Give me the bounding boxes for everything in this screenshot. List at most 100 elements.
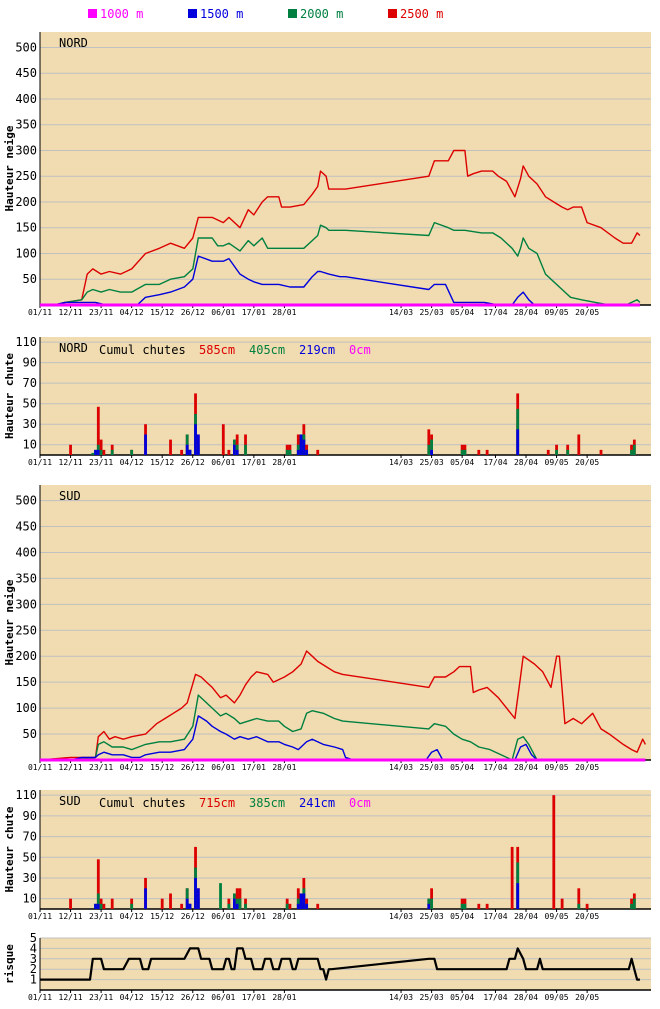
bar-2000 [285,449,289,455]
bar-2500 [180,449,184,455]
y-tick-label: 450 [15,66,37,80]
x-tick-label: 17/01 [242,308,266,317]
x-tick-label: 05/04 [450,912,474,921]
y-tick-label: 100 [15,701,37,715]
bar-2500 [180,903,184,909]
cumul-total: 0cm [349,796,371,810]
x-tick-label: 04/12 [120,912,144,921]
bar-2500 [485,449,489,455]
plot-area [40,938,651,990]
cumul-total: 585cm [199,343,235,357]
bar-2500 [546,449,550,455]
bar-1500 [185,444,189,455]
legend-swatch [88,9,97,18]
bar-2500 [585,903,589,909]
x-tick-label: 25/03 [420,993,444,1002]
series-line-2000m [40,221,641,306]
x-tick-label: 17/04 [483,308,507,317]
bar-1500 [235,903,239,909]
bar-1500 [305,903,309,909]
bar-2500 [463,898,467,909]
bar-2500 [221,424,225,455]
x-tick-label: 15/12 [150,993,174,1002]
x-tick-label: 15/12 [150,912,174,921]
x-tick-label: 01/11 [28,912,52,921]
x-tick-label: 20/05 [575,993,599,1002]
x-tick-label: 28/04 [514,763,538,772]
x-tick-label: 25/03 [420,458,444,467]
x-tick-label: 09/05 [545,458,569,467]
x-tick-label: 26/12 [181,458,205,467]
y-tick-label: 250 [15,623,37,637]
x-tick-label: 28/01 [272,763,296,772]
y-tick-label: 5 [30,931,37,945]
x-tick-label: 14/03 [389,763,413,772]
bar-2500 [96,406,100,455]
x-tick-label: 17/04 [483,763,507,772]
x-tick-label: 23/11 [89,993,113,1002]
y-tick-label: 70 [23,376,37,390]
y-tick-label: 3 [30,952,37,966]
y-axis-label: risque [3,944,16,984]
bar-1500 [194,424,197,455]
bar-2000 [130,449,134,455]
legend-swatch [288,9,297,18]
x-tick-label: 15/12 [150,308,174,317]
bar-2500 [510,846,514,909]
bar-2000 [430,898,433,909]
bar-2500 [102,903,106,909]
series-line-1500m [40,715,646,761]
x-tick-label: 17/04 [483,458,507,467]
bar-2500 [427,429,431,455]
y-tick-label: 300 [15,143,37,157]
bar-1500 [144,434,147,455]
y-tick-label: 100 [15,246,37,260]
bar-2000 [430,439,433,455]
x-tick-label: 17/01 [242,993,266,1002]
bar-2500 [477,449,481,455]
x-tick-label: 12/11 [59,308,83,317]
x-tick-label: 14/03 [389,458,413,467]
bar-2000 [427,898,431,909]
bar-2000 [288,449,292,455]
bar-2500 [577,888,581,909]
bar-2000 [99,449,103,455]
bar-1500 [296,449,300,455]
bar-1500 [235,449,239,455]
bar-2500 [560,898,564,909]
x-tick-label: 17/04 [483,912,507,921]
bar-2500 [577,434,581,455]
bar-2500 [130,898,134,909]
legend-label: 1000 m [100,7,143,21]
cumul-total: 219cm [299,343,335,357]
bar-1500 [96,903,100,909]
panel-title: NORD [59,341,88,355]
bar-2500 [169,439,172,455]
bar-2000 [91,452,95,455]
bar-2000 [244,444,247,455]
bar-1500 [194,877,197,909]
x-tick-label: 17/01 [242,458,266,467]
bar-2500 [316,449,320,455]
x-tick-label: 12/11 [59,912,83,921]
x-tick-label: 06/01 [211,993,235,1002]
x-tick-label: 05/04 [450,458,474,467]
x-tick-label: 14/03 [389,308,413,317]
bar-2500 [169,893,172,909]
bar-1500 [94,903,97,909]
bar-2000 [219,883,222,909]
y-axis-label: Hauteur chute [3,353,16,439]
bar-1500 [516,883,520,909]
x-tick-label: 25/03 [420,912,444,921]
plot-area [40,337,651,455]
x-tick-label: 05/04 [450,993,474,1002]
y-tick-label: 110 [15,788,37,802]
y-tick-label: 200 [15,195,37,209]
x-tick-label: 23/11 [89,308,113,317]
y-tick-label: 70 [23,830,37,844]
bar-2000 [235,898,239,909]
bar-2000 [296,898,300,909]
bar-2000 [630,449,633,455]
bar-2000 [566,449,570,455]
y-tick-label: 150 [15,675,37,689]
